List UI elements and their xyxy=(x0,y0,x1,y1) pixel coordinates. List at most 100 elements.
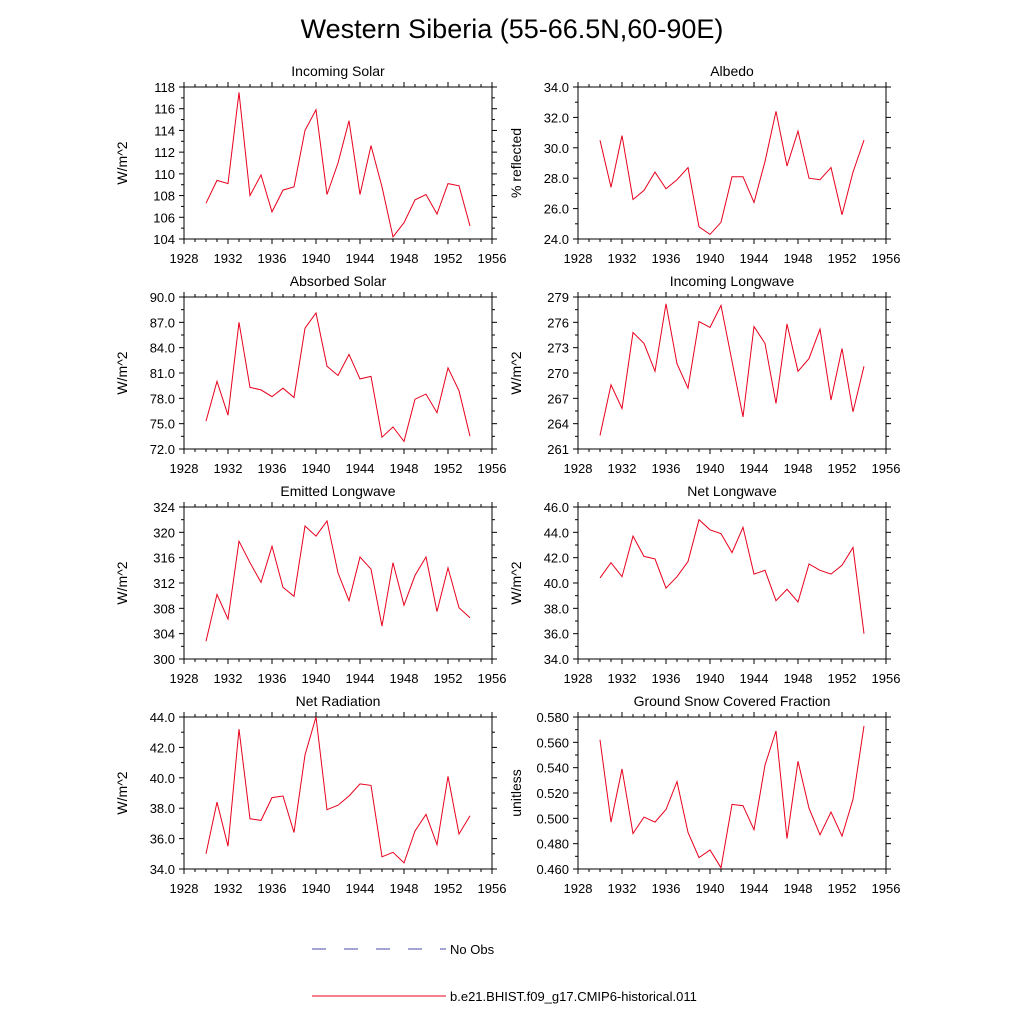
y-tick-label: 312 xyxy=(153,576,175,591)
y-tick-label: 44.0 xyxy=(544,525,569,540)
x-tick-label: 1948 xyxy=(784,881,813,896)
y-tick-label: 90.0 xyxy=(150,290,175,305)
x-tick-label: 1944 xyxy=(346,671,375,686)
legend-no-obs-label: No Obs xyxy=(450,942,495,957)
x-tick-label: 1932 xyxy=(608,881,637,896)
y-tick-label: 40.0 xyxy=(150,771,175,786)
chart-panels: Incoming Solar W/m^2 1928 1932 1936 1940 1944 1… xyxy=(114,63,900,896)
x-tick-label: 1944 xyxy=(740,461,769,476)
plot-frame xyxy=(577,716,887,870)
y-tick-label: 300 xyxy=(153,652,175,667)
x-tick-label: 1952 xyxy=(434,461,463,476)
x-tick-label: 1956 xyxy=(478,461,507,476)
panel-title: Albedo xyxy=(710,63,754,79)
y-tick-label: 320 xyxy=(153,525,175,540)
x-tick-label: 1932 xyxy=(608,671,637,686)
y-tick-label: 276 xyxy=(547,315,569,330)
x-tick-label: 1932 xyxy=(214,251,243,266)
plot-frame xyxy=(183,296,493,450)
y-tick-label: 116 xyxy=(154,102,175,117)
y-tick-label: 108 xyxy=(153,189,175,204)
x-tick-label: 1932 xyxy=(214,461,243,476)
x-tick-label: 1928 xyxy=(170,881,199,896)
x-tick-label: 1952 xyxy=(828,671,857,686)
y-tick-label: 273 xyxy=(547,341,569,356)
x-tick-label: 1956 xyxy=(872,251,901,266)
series-line xyxy=(599,518,865,634)
y-tick-label: 38.0 xyxy=(150,801,175,816)
chart-panel: Net Radiation W/m^2 1928 1932 1936 1940 1944 19… xyxy=(114,693,506,896)
y-tick-label: 36.0 xyxy=(150,832,175,847)
y-tick-label: 84.0 xyxy=(150,341,175,356)
y-axis-label: W/m^2 xyxy=(114,561,130,604)
x-tick-label: 1928 xyxy=(564,671,593,686)
series-line xyxy=(599,111,865,236)
chart-panel: Absorbed Solar W/m^2 1928 1932 1936 1940 1944 1… xyxy=(114,273,506,476)
y-tick-label: 40.0 xyxy=(544,576,569,591)
x-tick-label: 1940 xyxy=(302,881,331,896)
x-tick-label: 1928 xyxy=(170,461,199,476)
plot-frame xyxy=(577,506,887,660)
panel-title: Emitted Longwave xyxy=(280,483,395,499)
x-tick-label: 1940 xyxy=(302,461,331,476)
y-tick-label: 46.0 xyxy=(544,500,569,515)
y-tick-label: 87.0 xyxy=(150,315,175,330)
x-tick-label: 1948 xyxy=(784,461,813,476)
y-tick-label: 34.0 xyxy=(150,862,175,877)
x-tick-label: 1940 xyxy=(696,671,725,686)
plot-frame xyxy=(577,86,887,240)
y-tick-label: 264 xyxy=(547,417,569,432)
y-axis-label: W/m^2 xyxy=(508,561,524,604)
y-tick-label: 34.0 xyxy=(544,80,569,95)
y-tick-label: 279 xyxy=(547,290,569,305)
panel-title: Incoming Solar xyxy=(291,63,385,79)
x-tick-label: 1948 xyxy=(390,671,419,686)
y-tick-label: 36.0 xyxy=(544,627,569,642)
x-tick-label: 1948 xyxy=(784,251,813,266)
plot-frame xyxy=(183,506,493,660)
x-tick-label: 1956 xyxy=(872,461,901,476)
y-axis-label: W/m^2 xyxy=(508,351,524,394)
x-tick-label: 1932 xyxy=(608,251,637,266)
x-tick-label: 1940 xyxy=(302,251,331,266)
y-tick-label: 38.0 xyxy=(544,601,569,616)
panel-title: Incoming Longwave xyxy=(670,273,795,289)
y-tick-label: 106 xyxy=(153,210,175,225)
legend: No Obs b.e21.BHIST.f09_g17.CMIP6-histori… xyxy=(312,942,697,1004)
panel-title: Net Longwave xyxy=(687,483,777,499)
series-line xyxy=(205,92,471,238)
x-tick-label: 1948 xyxy=(390,251,419,266)
chart-panel: Albedo % reflected 1928 1932 1936 1940 1944 194… xyxy=(508,63,900,266)
series-line xyxy=(599,303,865,436)
y-tick-label: 30.0 xyxy=(544,141,569,156)
x-tick-label: 1956 xyxy=(872,671,901,686)
chart-panel: Incoming Solar W/m^2 1928 1932 1936 1940 1944 1… xyxy=(114,63,506,266)
y-tick-label: 24.0 xyxy=(544,232,569,247)
x-tick-label: 1928 xyxy=(170,251,199,266)
y-tick-label: 0.500 xyxy=(536,811,569,826)
series-line xyxy=(205,519,471,642)
y-tick-label: 72.0 xyxy=(150,442,175,457)
y-tick-label: 0.540 xyxy=(536,761,569,776)
x-tick-label: 1944 xyxy=(346,461,375,476)
x-tick-label: 1944 xyxy=(346,881,375,896)
x-tick-label: 1944 xyxy=(740,251,769,266)
x-tick-label: 1936 xyxy=(258,461,287,476)
y-tick-label: 112 xyxy=(154,145,175,160)
x-tick-label: 1956 xyxy=(872,881,901,896)
y-tick-label: 0.580 xyxy=(536,710,569,725)
x-tick-label: 1952 xyxy=(434,251,463,266)
panel-title: Ground Snow Covered Fraction xyxy=(634,693,831,709)
y-axis-label: W/m^2 xyxy=(114,771,130,814)
series-line xyxy=(205,716,471,864)
x-tick-label: 1940 xyxy=(696,461,725,476)
panel-title: Net Radiation xyxy=(296,693,381,709)
x-tick-label: 1948 xyxy=(390,881,419,896)
panel-title: Absorbed Solar xyxy=(290,273,387,289)
x-tick-label: 1948 xyxy=(784,671,813,686)
x-tick-label: 1936 xyxy=(258,251,287,266)
x-tick-label: 1932 xyxy=(214,671,243,686)
y-tick-label: 42.0 xyxy=(544,551,569,566)
y-tick-label: 118 xyxy=(154,80,175,95)
x-tick-label: 1932 xyxy=(608,461,637,476)
